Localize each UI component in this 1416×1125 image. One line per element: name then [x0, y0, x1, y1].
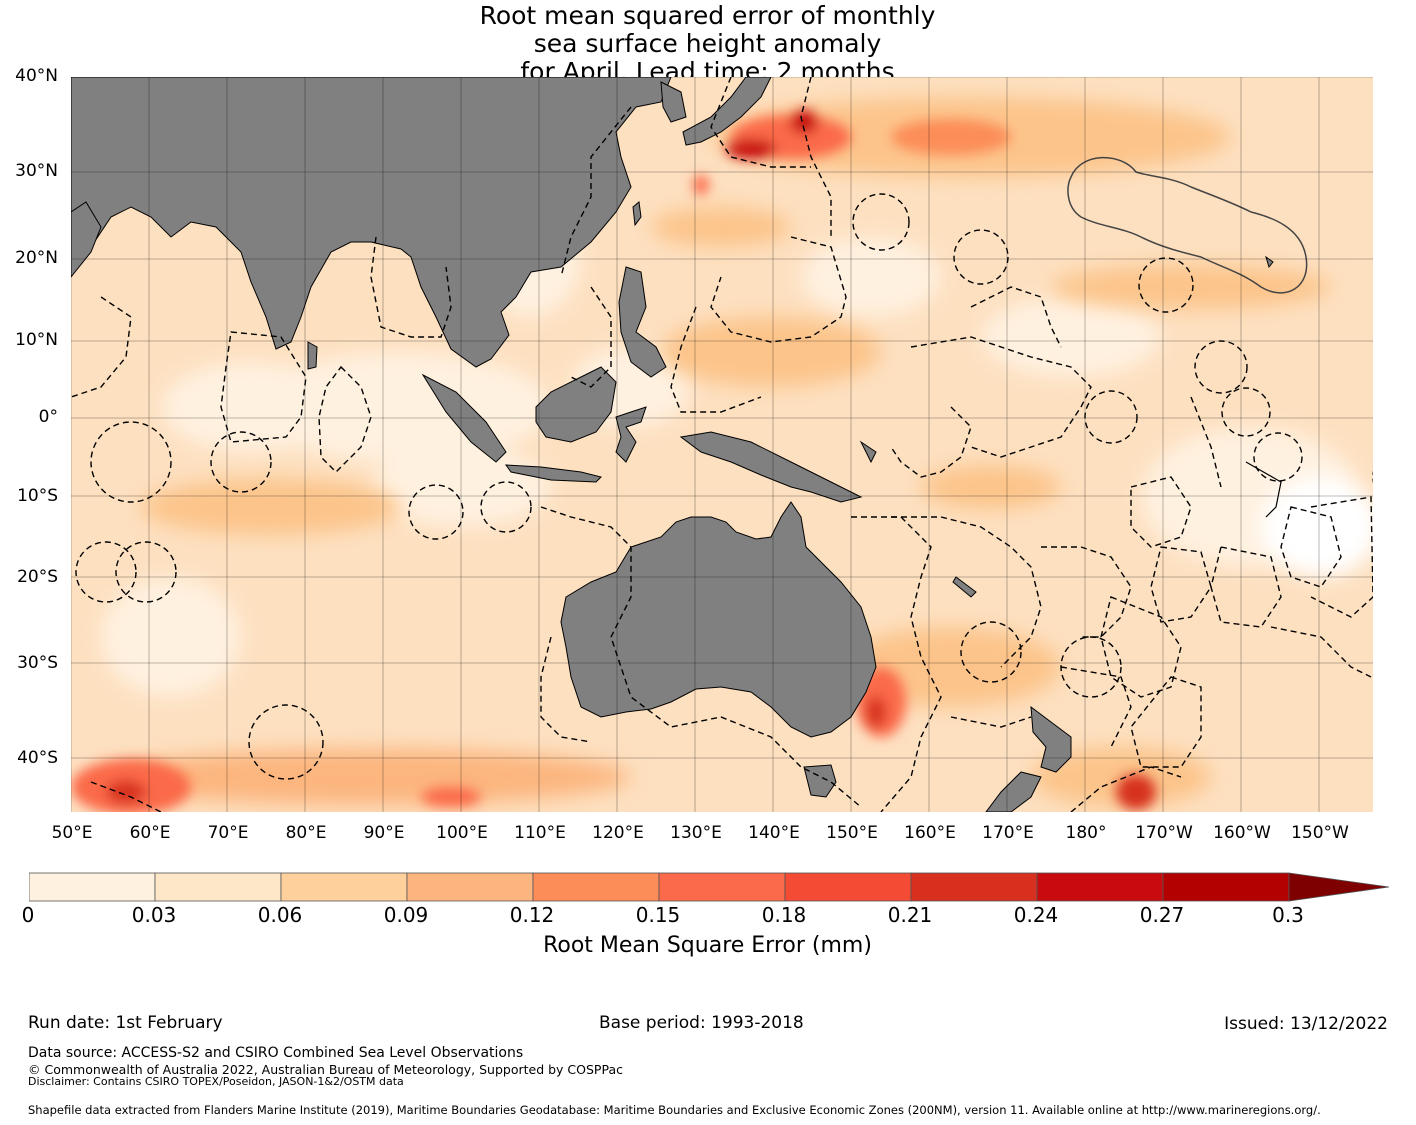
lat-label-20s: 20°S: [17, 567, 58, 587]
lat-label-30s: 30°S: [17, 653, 58, 673]
sri-lanka-island: [307, 341, 318, 370]
title-line-1: Root mean squared error of monthly: [479, 1, 936, 30]
lon-label-110e: 110°E: [514, 823, 566, 843]
map-title: Root mean squared error of monthly sea s…: [360, 2, 1055, 86]
colorbar-tick-0.03: 0.03: [131, 903, 177, 927]
lat-label-40n: 40°N: [15, 66, 58, 86]
lon-label-70e: 70°E: [207, 823, 249, 843]
high-error-regions: [71, 110, 1156, 812]
hawaii-islands: [1265, 255, 1274, 269]
australia-landmass: [560, 501, 877, 738]
colorbar-tick-0.27: 0.27: [1139, 903, 1185, 927]
issued-date: Issued: 13/12/2022: [1224, 1014, 1388, 1034]
colorbar-tick-0.09: 0.09: [383, 903, 429, 927]
colorbar-segment: [910, 872, 1038, 902]
colorbar-tick-0.15: 0.15: [635, 903, 681, 927]
lat-label-0: 0°: [38, 407, 58, 427]
lon-label-120e: 120°E: [592, 823, 644, 843]
lon-label-180: 180°: [1065, 823, 1107, 843]
base-period: Base period: 1993-2018: [599, 1013, 804, 1033]
taiwan-island: [632, 201, 642, 227]
gridlines: [71, 77, 1373, 812]
shapefile-credit: Shapefile data extracted from Flanders M…: [28, 1103, 1321, 1117]
new-zealand-south-island: [985, 771, 1042, 812]
new-caledonia-island: [952, 576, 977, 598]
colorbar-tick-0.21: 0.21: [887, 903, 933, 927]
colorbar-segment: [1036, 872, 1164, 902]
colorbar-tick-0.24: 0.24: [1013, 903, 1059, 927]
lat-label-30n: 30°N: [15, 161, 58, 181]
new-zealand-north-island: [1030, 705, 1072, 773]
lon-label-140e: 140°E: [748, 823, 800, 843]
colorbar-segment: [154, 872, 282, 902]
lon-label-170w: 170°W: [1135, 823, 1193, 843]
new-guinea-island: [679, 431, 863, 503]
colorbar: [29, 872, 1390, 902]
lon-label-130e: 130°E: [670, 823, 722, 843]
colorbar-segment: [784, 872, 912, 902]
lon-label-160e: 160°E: [904, 823, 956, 843]
colorbar-tick-0.18: 0.18: [761, 903, 807, 927]
lon-label-50e: 50°E: [51, 823, 93, 843]
lat-label-10n: 10°N: [15, 330, 58, 350]
colorbar-tick-0.06: 0.06: [257, 903, 303, 927]
java-island: [504, 464, 602, 483]
japan-islands: [682, 77, 772, 146]
colorbar-extend-arrow: [1288, 872, 1390, 902]
philippines-islands: [618, 266, 667, 378]
map-canvas: [71, 77, 1373, 812]
lat-label-20n: 20°N: [15, 248, 58, 268]
disclaimer: Disclaimer: Contains CSIRO TOPEX/Poseido…: [28, 1075, 404, 1088]
lat-label-40s: 40°S: [17, 748, 58, 768]
borneo-island: [535, 366, 617, 443]
lon-label-100e: 100°E: [436, 823, 488, 843]
lon-label-60e: 60°E: [129, 823, 171, 843]
colorbar-label: Root Mean Square Error (mm): [543, 933, 872, 958]
lon-label-150e: 150°E: [826, 823, 878, 843]
hawaii-eez-boundary: [1067, 156, 1308, 294]
colorbar-segment: [1162, 872, 1290, 902]
lon-label-80e: 80°E: [285, 823, 327, 843]
copyright: © Commonwealth of Australia 2022, Austra…: [28, 1062, 623, 1077]
korea-peninsula: [660, 81, 687, 123]
colorbar-segments: [29, 872, 1390, 902]
lon-label-150w: 150°W: [1291, 823, 1349, 843]
colorbar-segment: [29, 872, 156, 902]
colorbar-segment: [532, 872, 660, 902]
colorbar-tick-0: 0: [21, 903, 35, 927]
eez-boundaries: [71, 77, 1373, 812]
png-islands: [859, 440, 877, 464]
colorbar-tick-0.3: 0.3: [1272, 903, 1304, 927]
run-date: Run date: 1st February: [28, 1013, 223, 1033]
sulawesi-island: [615, 406, 647, 463]
lat-label-10s: 10°S: [17, 486, 58, 506]
tasmania-island: [803, 764, 837, 798]
lon-label-160w: 160°W: [1213, 823, 1271, 843]
colorbar-segment: [406, 872, 534, 902]
data-source: Data source: ACCESS-S2 and CSIRO Combine…: [28, 1045, 524, 1061]
solid-boundary-line: [1245, 461, 1282, 518]
title-line-2: sea surface height anomaly: [533, 29, 882, 58]
asia-landmass: [71, 77, 672, 368]
land-masses: [71, 77, 1274, 812]
colorbar-segment: [280, 872, 408, 902]
lon-label-170e: 170°E: [982, 823, 1034, 843]
colorbar-segment: [658, 872, 786, 902]
sumatra-island: [421, 373, 507, 463]
colorbar-tick-0.12: 0.12: [509, 903, 555, 927]
arabia-landmass: [71, 201, 102, 278]
map-panel: [71, 77, 1373, 812]
lon-label-90e: 90°E: [363, 823, 405, 843]
